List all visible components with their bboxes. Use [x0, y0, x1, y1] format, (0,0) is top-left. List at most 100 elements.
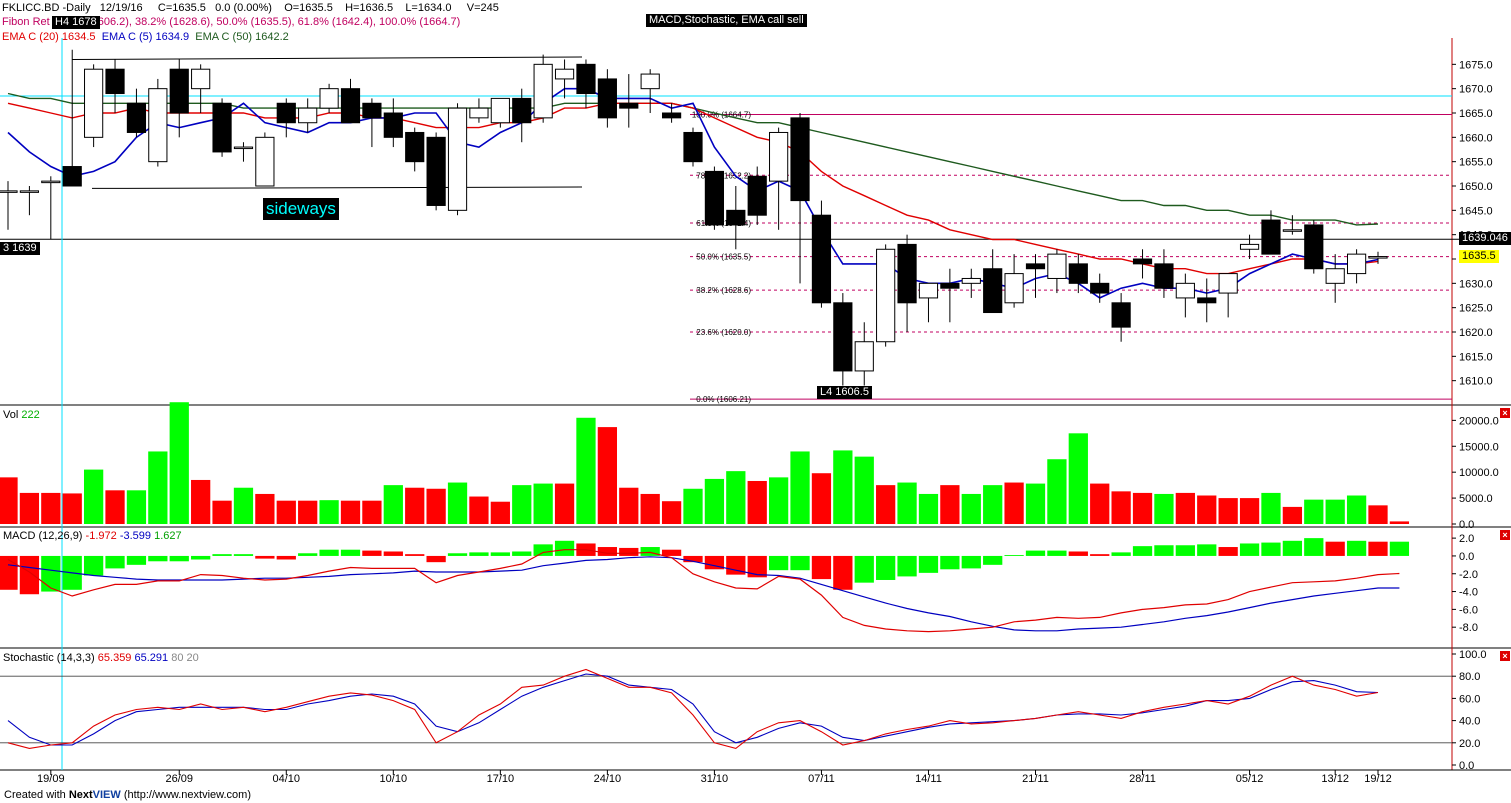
volume-bar: [683, 488, 703, 524]
candle-body: [876, 248, 896, 343]
volume-tick-label: 15000.0: [1459, 441, 1499, 453]
candle-body: [1047, 253, 1067, 279]
macd-signal-line: [7, 556, 1400, 632]
volume-bar: [298, 500, 318, 524]
candle-body: [554, 68, 575, 80]
volume-bar: [512, 485, 532, 524]
stoch-tick-label: 60.0: [1459, 693, 1480, 705]
change-value: 0.0 (0.00%): [215, 2, 272, 14]
volume-bar: [1132, 492, 1153, 524]
macd-histogram-bar: [918, 555, 939, 573]
macd-histogram-bar: [126, 555, 147, 565]
macd-tick-label: -6.0: [1459, 604, 1478, 616]
candle-body: [1368, 256, 1388, 259]
date-tick-label: 05/12: [1236, 773, 1264, 785]
fib-header: Fibon Ret 606.2), 38.2% (1628.6), 50.0% (…: [2, 16, 460, 29]
stoch-label: Stochastic (14,3,3): [3, 652, 95, 664]
volume-bar: [426, 488, 446, 524]
candle-body: [255, 136, 275, 187]
candle-body: [597, 78, 617, 119]
macd-histogram-bar: [255, 555, 275, 559]
volume-bar: [1239, 498, 1260, 524]
stoch-tick-label: 80.0: [1459, 671, 1480, 683]
volume-bar: [983, 485, 1003, 524]
candle-body: [447, 107, 468, 211]
candle-body: [1282, 229, 1302, 232]
macd-histogram-bar: [1090, 554, 1110, 556]
candle-body: [191, 68, 211, 90]
candle-body: [298, 107, 318, 124]
candle-body: [1218, 273, 1238, 294]
date-tick-label: 19/09: [37, 773, 65, 785]
price-tag-1639: 1639.046: [1459, 232, 1511, 245]
candle-body: [940, 282, 960, 289]
candle-body: [19, 190, 40, 193]
macd-histogram-bar: [1218, 547, 1238, 556]
candle-body: [769, 131, 789, 182]
macd-histogram-bar: [41, 555, 61, 592]
volume-bar: [897, 482, 917, 524]
macd-histogram-bar: [1325, 541, 1345, 556]
candle-body: [833, 302, 853, 372]
macd-histogram-bar: [298, 553, 318, 556]
volume-bar: [1068, 433, 1088, 524]
volume-bar: [0, 477, 18, 524]
volume-bar: [1175, 492, 1195, 524]
stoch-tick-label: 20.0: [1459, 738, 1480, 750]
price-tick-label: 1630.0: [1459, 278, 1493, 290]
volume-bar: [1004, 482, 1024, 524]
macd-histogram-bar: [876, 555, 896, 580]
macd-histogram-bar: [1025, 550, 1046, 556]
volume-bar: [1025, 483, 1046, 524]
macd-histogram-bar: [1282, 540, 1303, 556]
candle-body: [683, 131, 703, 163]
price-tick-label: 1645.0: [1459, 205, 1493, 217]
candle-body: [126, 102, 147, 133]
symbol-name: FKLICC.BD -Daily: [2, 2, 91, 14]
macd-histogram-bar: [854, 555, 874, 583]
candle-body: [169, 68, 189, 114]
fib-prefix: Fibon Ret: [2, 16, 50, 28]
ema-header: EMA C (20) 1634.5 EMA C (5) 1634.9 EMA C…: [2, 31, 289, 44]
macd-histogram-bar: [619, 547, 639, 556]
volume-bar: [447, 482, 468, 524]
candle-body: [790, 117, 810, 202]
volume-bar: [233, 487, 254, 524]
price-tick-label: 1660.0: [1459, 132, 1493, 144]
macd-histogram-bar: [983, 555, 1003, 565]
stoch-close-icon[interactable]: ×: [1500, 651, 1510, 661]
low-value: L=1634.0: [405, 2, 452, 14]
volume-bar: [1197, 495, 1217, 524]
macd-histogram-bar: [405, 554, 425, 556]
macd-close-icon[interactable]: ×: [1500, 530, 1510, 540]
sideways-annotation: sideways: [263, 198, 339, 220]
candle-body: [84, 68, 104, 138]
bar-date: 12/19/16: [99, 2, 143, 14]
price-tick-label: 1650.0: [1459, 181, 1493, 193]
date-tick-label: 07/11: [808, 773, 835, 785]
stoch-d-line: [7, 673, 1379, 746]
macd-line: [7, 549, 1400, 633]
macd-histogram-bar: [1261, 542, 1281, 556]
volume-bar: [533, 483, 553, 524]
date-tick-label: 10/10: [380, 773, 408, 785]
macd-histogram-bar: [554, 540, 575, 556]
macd-histogram-bar: [340, 549, 361, 556]
date-tick-label: 31/10: [701, 773, 729, 785]
price-tick-label: 1620.0: [1459, 327, 1493, 339]
macd-hist-value: 1.627: [154, 530, 182, 542]
macd-histogram-bar: [1068, 551, 1088, 556]
candle-body: [405, 131, 425, 163]
macd-tick-label: -8.0: [1459, 622, 1478, 634]
macd-tick-label: -4.0: [1459, 587, 1478, 599]
ema5-line: [7, 87, 1379, 299]
ema20-value: EMA C (20) 1634.5: [2, 31, 96, 43]
volume-current: 222: [21, 409, 40, 421]
candle-body: [469, 107, 489, 119]
prev-level-label: 3 1639: [0, 242, 40, 255]
volume-close-icon[interactable]: ×: [1500, 408, 1510, 418]
macd-histogram-bar: [169, 555, 189, 562]
volume-bar: [768, 477, 789, 524]
candle-body: [148, 88, 168, 163]
